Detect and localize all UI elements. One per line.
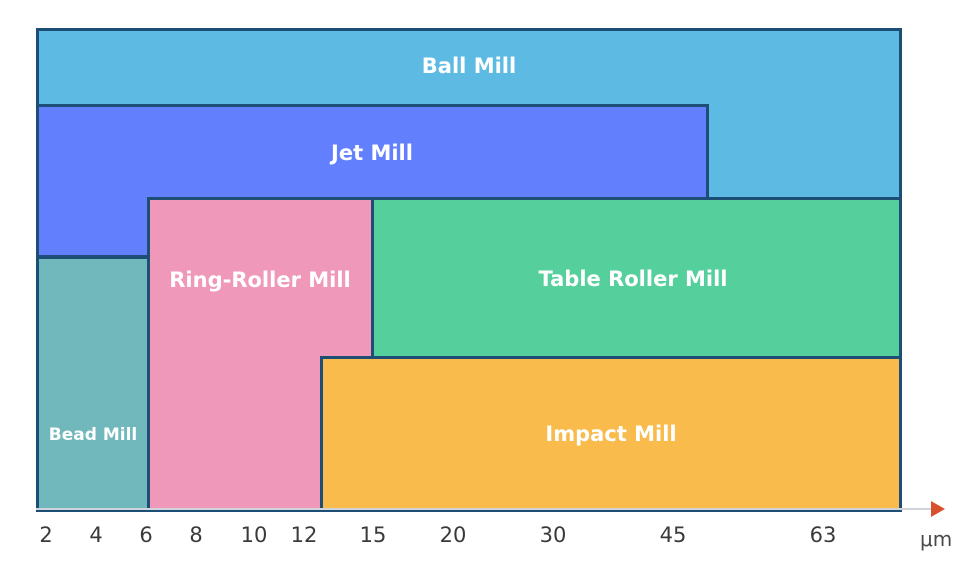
bead-mill-block [36,256,150,512]
jet-mill-label: Jet Mill [331,141,413,165]
tick-label: 4 [89,523,103,547]
table-roller-mill-block [371,197,902,359]
ring-roller-mill-label: Ring-Roller Mill [169,268,351,292]
tick-label: 15 [359,523,387,547]
tick-label: 8 [189,523,203,547]
tick-label: 20 [439,523,467,547]
impact-mill-block [320,356,902,512]
tick-label: 10 [240,523,268,547]
tick-label: 63 [809,523,837,547]
tick-label: 2 [39,523,53,547]
tick-label: 12 [290,523,318,547]
bead-mill-label: Bead Mill [48,425,138,445]
tick-label: 45 [659,523,687,547]
tick-label: 30 [539,523,567,547]
ball-mill-label: Ball Mill [421,54,517,78]
x-axis-line [36,508,934,510]
x-axis-arrow-icon [931,501,945,517]
table-roller-mill-label: Table Roller Mill [538,267,728,291]
impact-mill-label: Impact Mill [545,422,677,446]
unit-label: μm [920,527,953,551]
tick-label: 6 [139,523,153,547]
